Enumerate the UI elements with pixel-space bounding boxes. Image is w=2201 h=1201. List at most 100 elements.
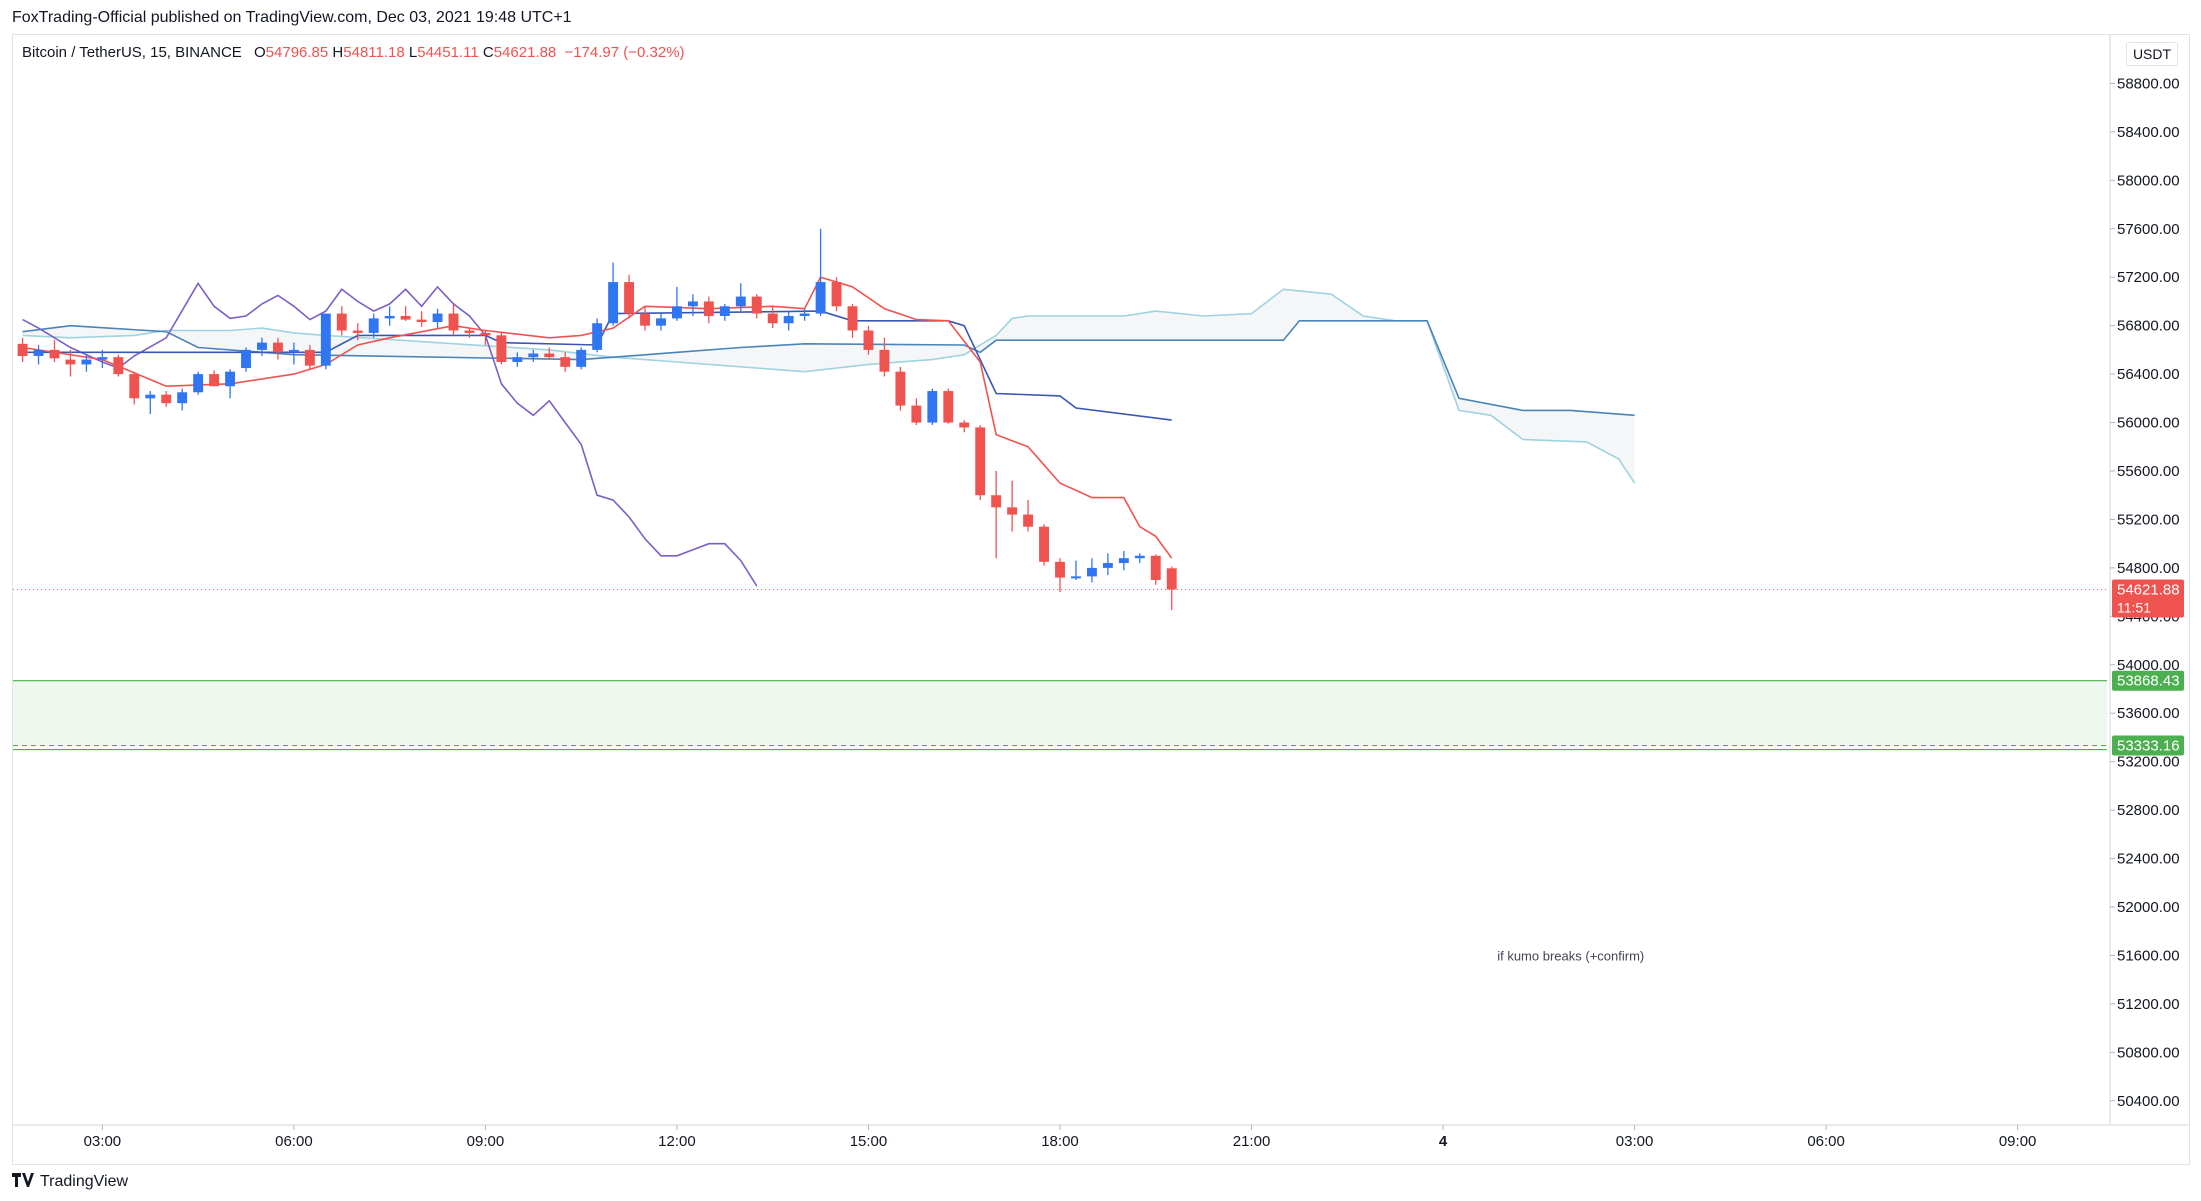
candle-body: [687, 301, 698, 307]
candle: [783, 311, 794, 331]
candle: [975, 424, 986, 501]
price-tick-label: 54800.00: [2117, 560, 2180, 577]
candle-body: [432, 313, 443, 323]
candle: [304, 345, 315, 370]
price-tick-label: 56400.00: [2117, 366, 2180, 383]
candle: [1118, 550, 1129, 571]
candle-body: [1086, 567, 1097, 577]
candle: [1166, 566, 1177, 611]
axes-layer: 58800.00 58400.00 58000.00 57600.00 57200.00…: [13, 35, 2189, 1150]
candle-body: [336, 313, 347, 331]
price-tick-label: 51200.00: [2117, 996, 2180, 1013]
candle-body: [129, 374, 140, 399]
candle: [225, 369, 236, 399]
candle: [624, 274, 635, 319]
candle-body: [863, 330, 874, 350]
candle: [751, 294, 762, 319]
candle-body: [480, 332, 491, 336]
change-value: −174.97 (−0.32%): [564, 44, 685, 61]
time-tick-label: 15:00: [850, 1133, 888, 1150]
last-price-tag-text: 54621.88: [2117, 581, 2180, 598]
candle: [1102, 553, 1113, 576]
candle-body: [384, 315, 395, 319]
price-tick-label: 53200.00: [2117, 754, 2180, 771]
publisher-line: FoxTrading-Official published on Trading…: [12, 9, 572, 26]
price-tick-label: 52000.00: [2117, 899, 2180, 916]
candle-body: [799, 313, 810, 316]
candle-body: [831, 282, 842, 307]
close-value: 54621.88: [493, 44, 557, 61]
price-tick-label: 53600.00: [2117, 705, 2180, 722]
candle-body: [975, 427, 986, 496]
support-zone-fill: [13, 680, 2107, 746]
candle-body: [640, 313, 650, 326]
candle: [272, 337, 283, 360]
candle-body: [113, 357, 124, 375]
candle-body: [943, 391, 954, 423]
candle: [241, 347, 251, 372]
candle-body: [496, 335, 507, 362]
candle: [544, 347, 555, 360]
candle: [145, 391, 156, 415]
candle-body: [512, 357, 523, 362]
candle-body: [1023, 514, 1034, 527]
price-tick-label: 58400.00: [2117, 124, 2180, 141]
candle: [1055, 558, 1065, 593]
candle-body: [1102, 563, 1113, 568]
candle: [672, 286, 682, 321]
candle: [496, 332, 507, 365]
candle-body: [464, 330, 475, 333]
candle-body: [272, 342, 283, 353]
candle-body: [1118, 558, 1129, 564]
price-tick-label: 56000.00: [2117, 415, 2180, 432]
kumo-cloud-fill: [22, 289, 1635, 484]
candle: [416, 311, 427, 327]
candle: [352, 323, 363, 341]
candle: [911, 398, 922, 425]
candle-body: [624, 282, 635, 314]
candle: [943, 388, 954, 424]
tradingview-logo[interactable]: TradingView: [12, 1172, 128, 1192]
candle: [847, 303, 858, 338]
candle-body: [320, 313, 331, 366]
candle: [879, 337, 890, 377]
candle-body: [879, 349, 890, 372]
candle-body: [145, 394, 156, 399]
candle-body: [225, 371, 236, 387]
candle: [1086, 558, 1097, 583]
time-tick-label: 12:00: [658, 1133, 696, 1150]
candle-body: [400, 315, 411, 320]
candle: [895, 366, 906, 411]
symbol-name[interactable]: Bitcoin / TetherUS, 15, BINANCE: [22, 44, 242, 61]
candle-body: [927, 391, 938, 423]
candle-body: [847, 306, 858, 331]
candle-body: [767, 313, 778, 324]
candle-body: [672, 306, 682, 319]
candle-body: [352, 330, 363, 333]
candle: [193, 371, 204, 395]
candle: [400, 306, 411, 321]
time-tick-label: 06:00: [275, 1133, 313, 1150]
price-tick-label: 52400.00: [2117, 851, 2180, 868]
price-tick-label: 56800.00: [2117, 318, 2180, 335]
candle: [1071, 560, 1081, 580]
low-value: 54451.11: [417, 44, 479, 61]
candle: [33, 345, 44, 365]
candles-layer: [17, 228, 1177, 611]
candle: [815, 228, 826, 316]
candle-body: [1166, 568, 1177, 590]
candle-body: [528, 353, 539, 358]
candle: [288, 342, 299, 365]
candle: [320, 313, 331, 370]
candle-body: [368, 318, 379, 333]
candle-body: [544, 353, 555, 358]
currency-selector[interactable]: USDT: [2126, 42, 2178, 66]
symbol-legend[interactable]: Bitcoin / TetherUS, 15, BINANCE O54796.8…: [22, 44, 685, 61]
candle-body: [81, 359, 92, 365]
candle: [735, 283, 746, 312]
candle-body: [911, 405, 922, 423]
high-value: 54811.18: [343, 44, 405, 61]
candle-body: [33, 349, 44, 356]
high-label: H: [332, 44, 344, 61]
